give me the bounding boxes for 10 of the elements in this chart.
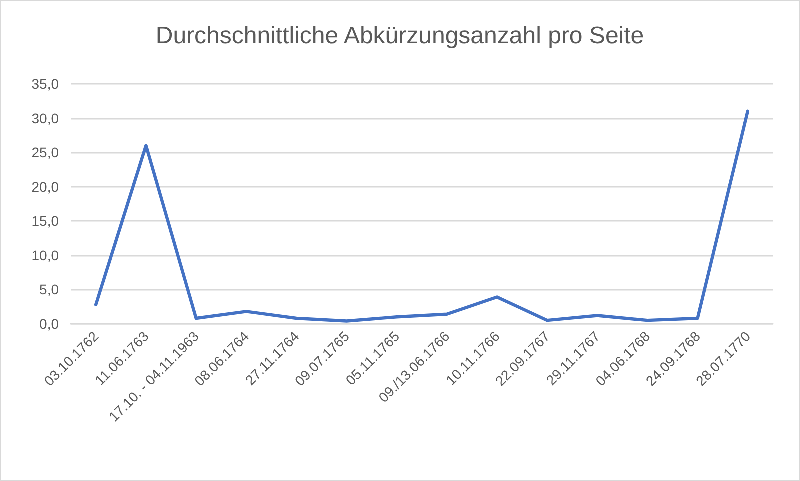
line-series (94, 110, 750, 323)
y-tick-label: 25,0 (32, 144, 60, 161)
y-tick-label: 20,0 (32, 178, 60, 195)
chart-title: Durchschnittliche Abkürzungsanzahl pro Seite (156, 22, 644, 50)
y-tick-label: 35,0 (32, 76, 60, 92)
y-tick-label: 0,0 (40, 316, 60, 332)
y-tick-label: 5,0 (40, 282, 60, 298)
y-tick-label: 15,0 (32, 213, 60, 230)
y-tick-label: 10,0 (32, 247, 60, 264)
y-tick-label: 30,0 (32, 110, 60, 126)
